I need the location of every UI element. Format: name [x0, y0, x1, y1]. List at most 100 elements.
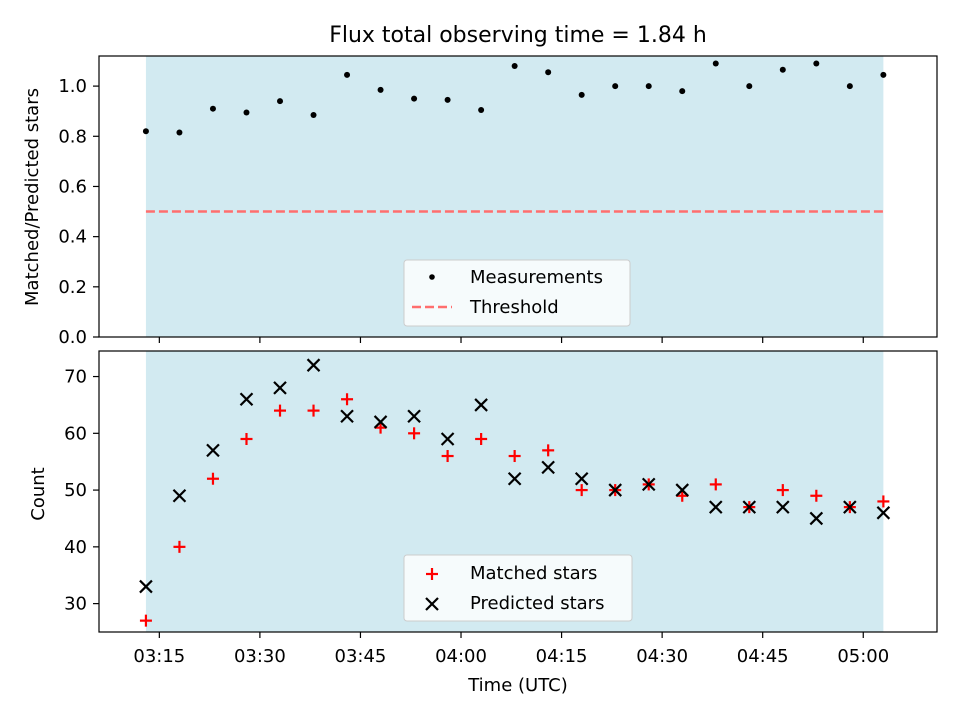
predicted-star-stroke-b [273, 381, 287, 395]
matched-star-point [810, 489, 823, 502]
count-y-label: Count [28, 467, 49, 520]
matched-star-point [676, 489, 689, 502]
predicted-star-stroke-b [843, 500, 857, 514]
measurement-point [880, 71, 887, 78]
predicted-star-stroke-b [809, 511, 824, 526]
ratio-legend-box [403, 259, 631, 327]
x-tick-label: 04:30 [636, 646, 688, 667]
measurement-point [511, 63, 518, 70]
predicted-star-stroke-b [239, 392, 254, 407]
y-tick-label: 0.2 [58, 277, 87, 298]
count-marks [139, 358, 891, 627]
matched-star-point [240, 432, 253, 445]
predicted-star-point [708, 500, 723, 514]
measurement-point [142, 128, 149, 135]
measurement-point [478, 106, 485, 113]
measurement-point [578, 91, 585, 98]
measurement-point [209, 105, 216, 112]
y-tick-label: 70 [64, 367, 87, 388]
measurement-point [813, 60, 820, 67]
matched-star-point [508, 450, 521, 463]
predicted-star-point [273, 381, 287, 395]
measurement-point [545, 69, 552, 76]
matched-star-point [542, 444, 555, 457]
predicted-star-stroke-b [440, 432, 455, 446]
measurement-point [411, 95, 418, 102]
measurement-point [176, 129, 183, 136]
matched-star-point [274, 404, 287, 417]
predicted-star-stroke-b [373, 415, 388, 429]
measurement-point [344, 71, 351, 78]
x-tick-label: 03:45 [335, 646, 387, 667]
predicted-star-point [742, 500, 757, 514]
x-tick-label: 03:15 [133, 646, 185, 667]
y-tick-label: 0.0 [58, 327, 87, 348]
ratio-y-ticks: 0.0 0.2 0.4 0.6 0.8 1.0 [58, 76, 99, 348]
predicted-star-point [876, 506, 891, 520]
predicted-legend-label: Predicted stars [470, 593, 604, 614]
predicted-star-point [675, 483, 690, 497]
matched-star-point [709, 478, 722, 491]
matched-star-point [206, 472, 219, 485]
measurement-point [846, 83, 853, 90]
matched-star-point [374, 421, 387, 434]
measurement-point [645, 83, 652, 90]
measurements-legend-marker [429, 274, 435, 280]
measurement-point [310, 111, 317, 118]
predicted-star-point [407, 409, 421, 424]
matched-star-point [307, 404, 320, 417]
chart-title: Flux total observing time = 1.84 h [329, 23, 707, 48]
ratio-y-label: Matched/Predicted stars [22, 88, 43, 306]
matched-star-point [575, 484, 588, 497]
count-y-ticks: 30 40 50 60 70 [64, 367, 99, 615]
predicted-star-point [541, 460, 555, 475]
predicted-star-point [139, 579, 153, 594]
ratio-x-ticks [158, 337, 864, 343]
ratio-legend: Measurements Threshold [403, 259, 631, 327]
y-tick-label: 0.8 [58, 126, 87, 147]
y-tick-label: 40 [64, 537, 87, 558]
count-panel-frame [98, 350, 938, 633]
predicted-star-stroke-b [876, 506, 891, 520]
predicted-star-point [239, 392, 254, 407]
predicted-star-stroke-b [776, 500, 790, 514]
measurement-point [243, 109, 250, 116]
x-axis-label: Time (UTC) [467, 675, 568, 696]
predicted-star-point [608, 483, 622, 497]
measurement-point [679, 88, 686, 95]
predicted-star-stroke-b [474, 398, 488, 412]
predicted-star-stroke-b [507, 471, 522, 486]
x-tick-label: 05:00 [837, 646, 889, 667]
measurements-legend-label: Measurements [470, 267, 603, 288]
measurement-point [779, 66, 786, 73]
ratio-panel: 0.0 0.2 0.4 0.6 0.8 1.0 Matched/Predicted sta… [22, 55, 938, 348]
y-tick-label: 60 [64, 423, 87, 444]
ratio-marks [142, 60, 887, 213]
predicted-star-point [809, 511, 824, 526]
predicted-star-point [507, 471, 522, 486]
predicted-star-stroke-b [574, 471, 589, 486]
matched-legend-marker [426, 568, 438, 580]
predicted-star-stroke-b [641, 477, 656, 492]
x-tick-label: 04:15 [536, 646, 588, 667]
measurement-point [712, 60, 719, 67]
predicted-star-stroke-b [206, 443, 220, 458]
threshold-legend-label: Threshold [469, 297, 559, 318]
predicted-star-stroke-b [675, 483, 690, 497]
measurement-point [444, 96, 451, 103]
predicted-star-point [172, 488, 187, 503]
predicted-star-point [440, 432, 455, 446]
matched-star-point [877, 495, 890, 508]
predicted-star-point [373, 415, 388, 429]
count-panel: 30 40 50 60 70 03:15 03:30 03:45 04:00 04:15 04:3… [28, 350, 938, 696]
matched-legend-label: Matched stars [470, 563, 597, 584]
ratio-panel-frame [98, 55, 938, 338]
count-legend-box [403, 554, 633, 622]
count-x-ticks: 03:15 03:30 03:45 04:00 04:15 04:30 04:45 05:00 [133, 632, 889, 667]
y-tick-label: 0.6 [58, 176, 87, 197]
predicted-star-stroke-b [340, 409, 354, 424]
matched-star-point [408, 427, 421, 440]
matched-star-point [341, 393, 354, 406]
count-legend: Matched stars Predicted stars [403, 554, 633, 622]
